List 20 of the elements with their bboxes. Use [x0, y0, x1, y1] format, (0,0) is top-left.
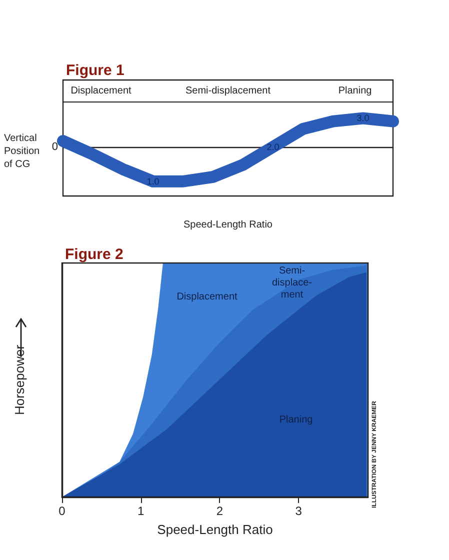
text: Displacement — [70, 86, 132, 96]
chart-title: Figure 2 — [65, 246, 124, 263]
annotation: Displacement — [176, 292, 238, 302]
text: 0 — [52, 140, 58, 153]
annotation: Semi- displace- ment — [272, 266, 312, 300]
annotation: Planing — [279, 414, 313, 426]
annotation: 3.0 — [356, 113, 370, 124]
x-tick-label: 0 — [58, 504, 66, 518]
y-axis-title: Vertical Position of CG — [4, 133, 42, 170]
y-axis-title: Horsepower — [12, 344, 27, 416]
x-tick-label: 2 — [216, 504, 224, 518]
x-axis-title: Speed-Length Ratio — [157, 522, 273, 537]
text: Planing — [338, 86, 372, 96]
chart-title: Figure 1 — [66, 62, 124, 79]
x-tick-label: 3 — [295, 504, 302, 518]
x-axis-title: Speed-Length Ratio — [184, 220, 273, 230]
annotation: 1.0 — [146, 176, 160, 186]
annotation: 2.0 — [266, 142, 280, 152]
x-tick-label: 1 — [138, 504, 145, 518]
text: Semi-displacement — [185, 86, 271, 96]
